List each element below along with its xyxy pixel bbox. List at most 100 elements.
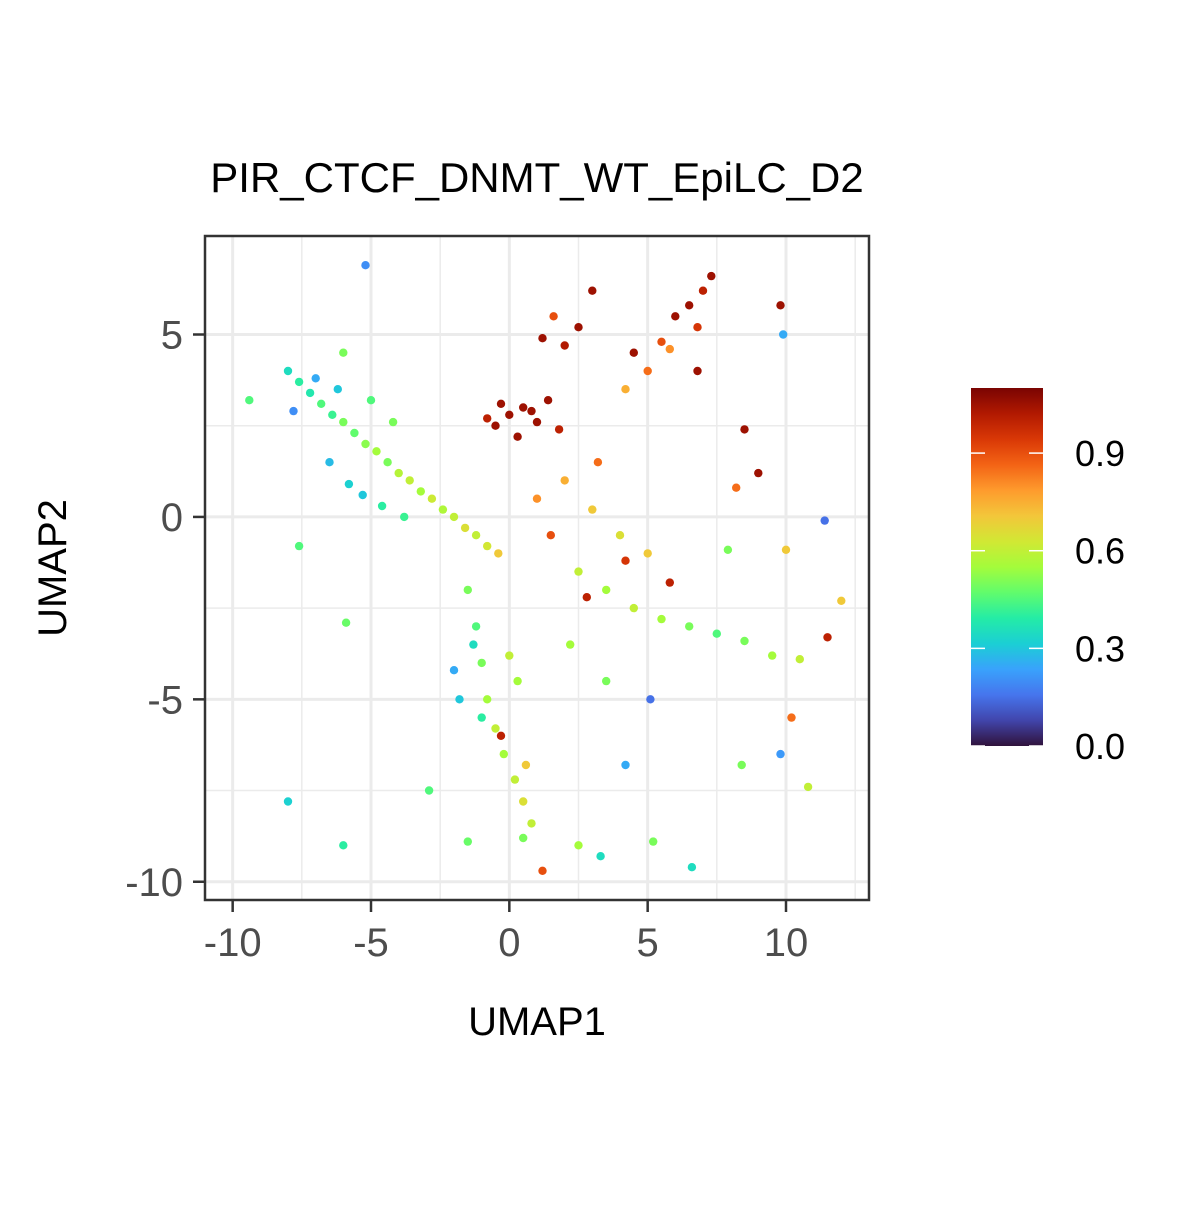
data-point xyxy=(463,585,472,595)
data-point xyxy=(754,468,763,478)
data-point xyxy=(776,301,785,310)
x-tick-label: -5 xyxy=(353,921,389,965)
x-tick-label: 5 xyxy=(637,921,659,965)
data-point xyxy=(394,468,403,478)
data-point xyxy=(311,374,320,383)
data-point xyxy=(602,585,611,595)
data-point xyxy=(707,271,716,281)
data-point xyxy=(358,490,367,500)
data-point xyxy=(646,695,655,704)
data-point xyxy=(781,545,791,554)
data-point xyxy=(477,713,486,722)
data-point xyxy=(361,439,370,449)
data-point xyxy=(460,523,470,533)
data-point xyxy=(649,837,658,846)
data-point xyxy=(588,286,597,295)
data-point xyxy=(519,403,528,412)
data-point xyxy=(505,651,514,660)
data-point xyxy=(795,655,804,664)
data-point xyxy=(377,501,387,511)
data-point xyxy=(449,512,459,522)
data-point xyxy=(483,695,492,704)
data-point xyxy=(543,396,553,405)
data-point xyxy=(538,866,547,875)
data-point xyxy=(294,541,304,551)
data-point xyxy=(366,396,376,405)
data-point xyxy=(643,549,652,558)
data-point xyxy=(289,406,298,416)
data-point xyxy=(491,421,500,430)
data-point xyxy=(494,549,503,558)
data-point xyxy=(341,618,351,627)
data-point xyxy=(513,432,522,441)
data-point xyxy=(554,425,564,434)
data-point xyxy=(779,330,788,339)
data-point xyxy=(602,676,611,686)
y-axis: -10 -5 0 5 xyxy=(125,314,205,905)
data-point xyxy=(629,348,638,357)
data-point xyxy=(574,323,583,332)
data-point xyxy=(657,337,666,346)
data-point xyxy=(527,819,536,828)
data-point xyxy=(693,366,702,376)
data-point xyxy=(339,348,348,357)
data-point xyxy=(532,417,542,427)
data-point xyxy=(687,863,697,872)
data-point xyxy=(294,377,304,387)
data-point xyxy=(574,567,583,576)
data-point xyxy=(245,396,254,405)
data-point xyxy=(823,633,832,642)
data-point xyxy=(333,385,342,394)
data-point xyxy=(685,622,694,631)
data-point xyxy=(803,782,813,792)
data-point xyxy=(496,731,506,740)
chart-title: PIR_CTCF_DNMT_WT_EpiLC_D2 xyxy=(210,154,863,201)
data-point xyxy=(596,852,605,861)
data-point xyxy=(560,476,569,485)
data-point xyxy=(471,622,481,631)
data-point xyxy=(483,414,492,423)
data-point xyxy=(339,841,348,850)
data-point xyxy=(350,428,359,438)
data-point xyxy=(566,640,575,649)
data-point xyxy=(510,775,520,784)
data-point xyxy=(372,447,381,456)
data-point xyxy=(546,531,555,540)
data-point xyxy=(740,636,749,646)
data-point xyxy=(521,760,531,770)
data-point xyxy=(820,516,829,525)
data-point xyxy=(477,658,486,668)
data-point xyxy=(491,724,500,733)
data-point xyxy=(588,505,597,514)
y-tick-label: 5 xyxy=(161,314,183,358)
y-axis-label: UMAP2 xyxy=(31,499,75,637)
data-point xyxy=(538,334,547,343)
data-point xyxy=(283,366,293,376)
data-point xyxy=(471,531,481,540)
data-point xyxy=(519,797,528,806)
data-point xyxy=(344,479,354,489)
data-point xyxy=(527,406,536,416)
data-point xyxy=(339,417,348,427)
data-point xyxy=(712,629,721,638)
data-point xyxy=(737,760,746,770)
colorbar-tick-label: 0.6 xyxy=(1075,531,1125,572)
data-point xyxy=(768,651,777,660)
x-axis-label: UMAP1 xyxy=(468,1000,606,1044)
data-point xyxy=(416,487,425,496)
data-point xyxy=(483,541,492,551)
data-point xyxy=(449,666,459,675)
data-point xyxy=(698,286,708,295)
colorbar-legend: 0.0 0.3 0.6 0.9 xyxy=(971,388,1125,767)
data-point xyxy=(574,841,583,850)
data-point xyxy=(723,545,733,554)
data-point xyxy=(361,261,370,270)
colorbar-gradient xyxy=(971,388,1043,746)
data-point xyxy=(665,578,674,587)
data-point xyxy=(740,425,749,434)
data-point xyxy=(400,512,409,522)
y-tick-label: 0 xyxy=(161,496,183,540)
x-tick-label: 10 xyxy=(764,921,809,965)
